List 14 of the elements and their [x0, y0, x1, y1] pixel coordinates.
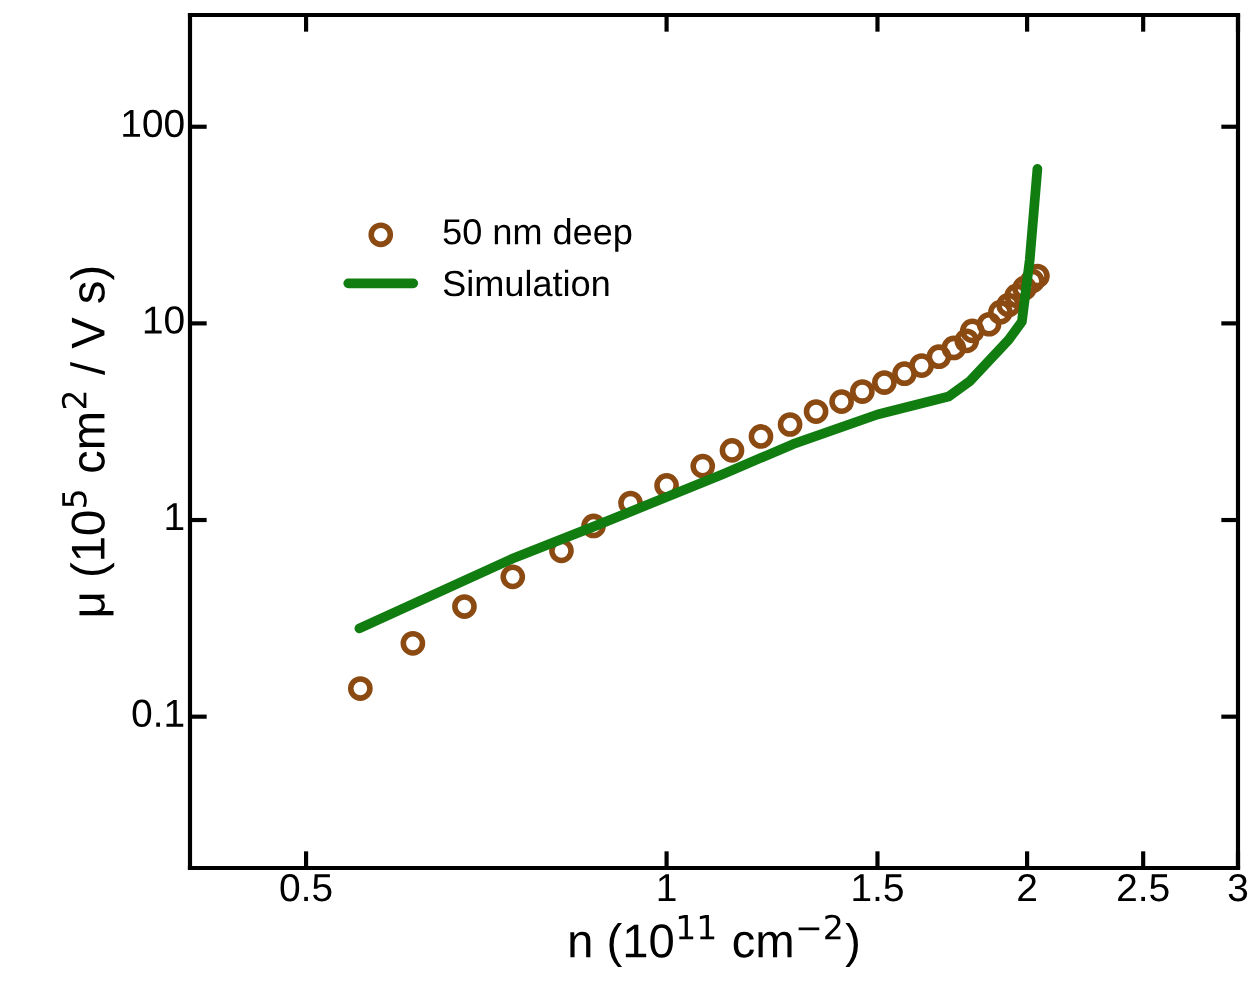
legend-label: 50 nm deep: [443, 218, 632, 252]
x-tick-label: 3: [1228, 873, 1248, 902]
x-tick-label: 1.5: [853, 874, 903, 902]
y-tick-label: 100: [123, 109, 184, 138]
x-axis-title: n (10$^{11}$ cm$^{−2}$): [570, 914, 858, 968]
legend-label: Simulation: [443, 269, 609, 297]
y-tick-label: 1: [166, 503, 184, 531]
x-tick-label: 2.5: [1118, 873, 1169, 902]
x-tick-label: 0.5: [280, 873, 332, 902]
y-tick-label: 10: [144, 306, 184, 334]
x-tick-label: 2: [1018, 873, 1036, 902]
y-axis-title: μ (10$^{5}$ cm$^{2}$ / V s): [61, 267, 115, 616]
x-tick-label: 1: [658, 874, 676, 902]
y-tick-label: 0.1: [132, 699, 184, 728]
